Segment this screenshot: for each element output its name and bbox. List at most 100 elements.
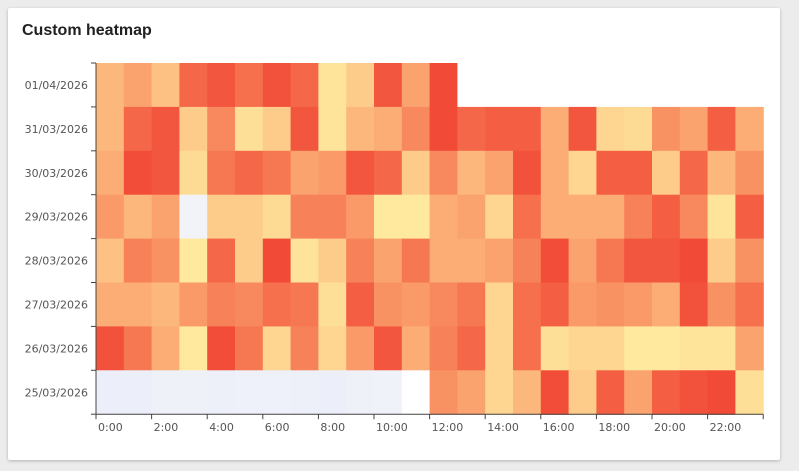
heatmap-cell [346, 282, 375, 327]
heatmap-cell [123, 63, 153, 108]
heatmap-cell [262, 238, 292, 284]
heatmap-cell [235, 326, 264, 371]
heatmap-cell [290, 106, 319, 152]
heatmap-cell [540, 370, 570, 415]
heatmap-cell [513, 370, 542, 415]
heatmap-cell [318, 150, 347, 196]
heatmap-cell [151, 370, 180, 415]
heatmap-cell [374, 194, 403, 240]
heatmap-cell [540, 63, 570, 108]
heatmap-cell [707, 63, 736, 108]
y-tick-label: 25/03/2026 [25, 386, 88, 399]
heatmap-cell [123, 282, 153, 327]
heatmap-cell [652, 370, 681, 415]
heatmap-cell [374, 150, 403, 196]
heatmap-cell [235, 238, 264, 284]
heatmap-cell [485, 282, 514, 327]
heatmap-cell [401, 282, 431, 327]
heatmap-cell [290, 370, 319, 415]
heatmap-cell [513, 326, 542, 371]
heatmap-cell [96, 150, 125, 196]
heatmap-cell [374, 238, 403, 284]
heatmap-cell [262, 370, 292, 415]
heatmap-cell [318, 194, 347, 240]
heatmap-cell [374, 63, 403, 108]
heatmap-cell [96, 326, 125, 371]
heatmap-cell [96, 282, 125, 327]
heatmap-cell [457, 63, 486, 108]
heatmap-cell [179, 63, 208, 108]
heatmap-cell [123, 150, 153, 196]
heatmap-cell [96, 63, 125, 108]
heatmap-cell [429, 282, 458, 327]
chart-title: Custom heatmap [22, 22, 152, 39]
heatmap-cell [679, 63, 709, 108]
heatmap-cell [346, 326, 375, 371]
heatmap-cell [151, 326, 180, 371]
heatmap-cell [346, 63, 375, 108]
heatmap-cell [540, 238, 570, 284]
heatmap-cell [624, 106, 653, 152]
heatmap-cell [207, 238, 236, 284]
heatmap-cell [652, 63, 681, 108]
heatmap-cell [568, 150, 597, 196]
heatmap-cell [346, 150, 375, 196]
heatmap-cell [540, 106, 570, 152]
heatmap-cell [679, 150, 709, 196]
heatmap-cell [123, 106, 153, 152]
x-tick-label: 22:00 [710, 421, 742, 434]
heatmap-cell [513, 106, 542, 152]
heatmap-cell [485, 106, 514, 152]
heatmap-cell [290, 150, 319, 196]
y-tick-label: 29/03/2026 [25, 211, 88, 224]
heatmap-cell [596, 282, 625, 327]
heatmap-cell [262, 106, 292, 152]
heatmap-cell [457, 150, 486, 196]
x-tick-label: 18:00 [598, 421, 630, 434]
heatmap-cell [290, 282, 319, 327]
heatmap-cell [707, 282, 736, 327]
heatmap-cell [262, 194, 292, 240]
heatmap-cell [513, 150, 542, 196]
heatmap-cell [401, 106, 431, 152]
heatmap-cell [374, 326, 403, 371]
y-tick-label: 28/03/2026 [25, 255, 88, 268]
heatmap-cell [151, 63, 180, 108]
heatmap-cell [207, 326, 236, 371]
heatmap-cell [735, 282, 764, 327]
y-tick-label: 01/04/2026 [25, 79, 88, 92]
heatmap-cell [485, 63, 514, 108]
heatmap-cell [262, 63, 292, 108]
heatmap-cell [457, 326, 486, 371]
heatmap-cell [429, 194, 458, 240]
heatmap-cell [151, 106, 180, 152]
heatmap-cell [346, 106, 375, 152]
heatmap-cell [374, 282, 403, 327]
heatmap-cell [290, 63, 319, 108]
heatmap-cell [262, 150, 292, 196]
heatmap-cell [207, 150, 236, 196]
heatmap-cell [707, 194, 736, 240]
heatmap-cell [318, 326, 347, 371]
heatmap-cell [235, 106, 264, 152]
heatmap-cell [151, 150, 180, 196]
heatmap-cell [262, 326, 292, 371]
heatmap-cell [568, 63, 597, 108]
heatmap-cell [513, 63, 542, 108]
heatmap-cell [235, 150, 264, 196]
heatmap-cell [429, 238, 458, 284]
y-tick-label: 31/03/2026 [25, 123, 88, 136]
heatmap-cell [207, 63, 236, 108]
heatmap-cell [207, 194, 236, 240]
heatmap-cell [652, 106, 681, 152]
heatmap-cell [179, 282, 208, 327]
heatmap-cell [485, 194, 514, 240]
heatmap-cell [123, 238, 153, 284]
heatmap-cell [485, 238, 514, 284]
heatmap-cell [429, 106, 458, 152]
x-tick-label: 14:00 [487, 421, 519, 434]
heatmap-cell [707, 370, 736, 415]
heatmap-cell [179, 370, 208, 415]
heatmap-cell [401, 326, 431, 371]
heatmap-cell [679, 370, 709, 415]
